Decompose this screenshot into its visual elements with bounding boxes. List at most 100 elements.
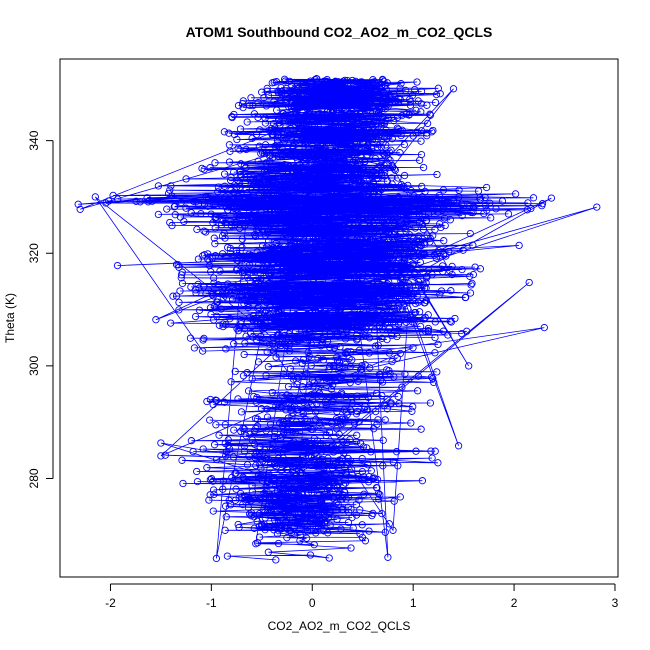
data-point <box>250 440 259 448</box>
data-point <box>372 112 380 120</box>
data-point <box>404 253 413 261</box>
data-point <box>396 234 404 242</box>
data-point <box>358 533 367 542</box>
data-point <box>238 100 247 108</box>
data-point <box>248 134 256 142</box>
data-point <box>187 283 195 291</box>
data-point <box>326 308 334 316</box>
data-point <box>342 495 350 503</box>
data-point <box>325 219 334 227</box>
data-point <box>298 372 307 381</box>
data-point <box>257 217 265 225</box>
data-point <box>264 470 273 478</box>
data-point <box>423 231 431 239</box>
data-point <box>338 80 347 88</box>
data-point <box>315 180 323 188</box>
data-point <box>305 352 313 360</box>
data-point <box>270 473 278 482</box>
data-point <box>338 371 346 379</box>
data-point <box>244 387 253 395</box>
data-point <box>259 241 267 250</box>
data-point <box>203 464 211 472</box>
data-point <box>240 350 248 359</box>
data-point <box>372 407 380 416</box>
data-point <box>333 481 341 489</box>
data-point <box>249 333 257 341</box>
data-point <box>240 161 249 170</box>
data-point <box>193 225 201 234</box>
data-point <box>274 116 283 124</box>
data-point <box>102 199 110 207</box>
data-point <box>283 307 291 315</box>
data-point <box>234 101 243 110</box>
data-point <box>378 509 386 518</box>
data-point <box>366 248 374 256</box>
data-point <box>267 296 275 304</box>
data-point <box>292 110 300 118</box>
data-point <box>453 199 461 208</box>
data-point <box>370 312 379 320</box>
data-point <box>224 280 232 288</box>
data-point <box>275 201 283 209</box>
data-point <box>316 304 325 313</box>
data-point <box>325 366 333 374</box>
data-point <box>340 157 348 165</box>
data-point <box>274 400 282 408</box>
data-point <box>346 139 354 148</box>
data-point <box>304 174 313 183</box>
data-point <box>378 238 387 246</box>
data-point <box>237 408 246 416</box>
data-point <box>285 323 293 331</box>
data-point <box>363 444 371 452</box>
data-point <box>400 247 408 255</box>
data-point <box>417 150 426 159</box>
data-point <box>311 239 320 247</box>
data-point <box>295 285 303 293</box>
data-point <box>410 192 418 200</box>
data-point <box>282 206 290 214</box>
data-point <box>341 488 349 497</box>
data-point <box>385 349 393 357</box>
data-point <box>211 224 219 232</box>
data-point <box>329 397 337 405</box>
data-point <box>291 476 299 484</box>
data-point <box>335 96 344 105</box>
data-point <box>157 439 165 447</box>
data-point <box>221 420 229 429</box>
data-point <box>308 159 316 167</box>
data-point <box>302 123 311 131</box>
data-point <box>354 247 362 255</box>
data-point <box>315 385 323 393</box>
data-point <box>335 321 343 330</box>
data-point <box>441 221 449 230</box>
data-point <box>293 380 301 389</box>
data-point <box>392 225 400 234</box>
data-point <box>205 194 213 202</box>
data-point <box>228 295 237 303</box>
data-point <box>343 116 351 125</box>
data-point <box>471 263 479 271</box>
data-point <box>373 475 382 484</box>
data-point <box>283 534 291 542</box>
data-point <box>392 448 401 456</box>
data-point <box>249 495 258 503</box>
data-point <box>395 239 404 247</box>
data-point <box>317 87 326 96</box>
data-point <box>323 135 331 143</box>
data-point <box>371 258 379 267</box>
data-point <box>303 527 312 535</box>
data-point <box>346 406 355 414</box>
data-point <box>303 105 312 113</box>
data-point <box>282 230 290 238</box>
data-point <box>275 217 284 225</box>
data-point <box>411 309 419 317</box>
data-point <box>431 333 439 342</box>
data-point <box>361 332 369 340</box>
data-point <box>365 281 373 290</box>
data-point <box>385 278 393 286</box>
data-point <box>240 425 248 433</box>
data-point <box>356 506 364 514</box>
data-point <box>378 391 386 400</box>
data-point <box>359 164 367 172</box>
data-point <box>328 419 336 428</box>
